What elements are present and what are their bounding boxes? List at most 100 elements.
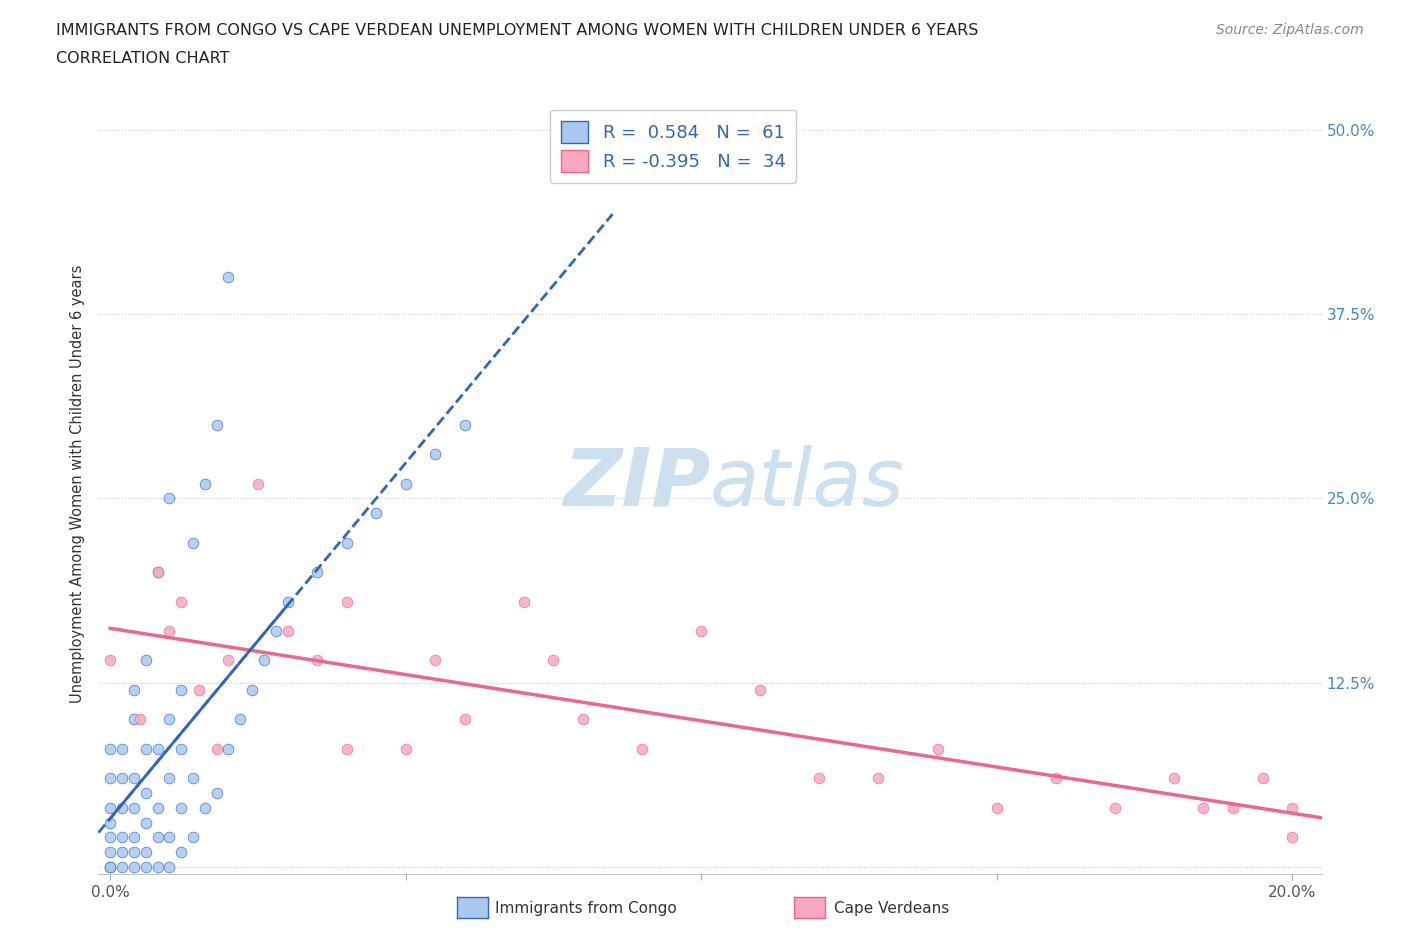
Point	[122, 801, 145, 816]
Point	[246, 476, 269, 491]
Point	[631, 741, 654, 756]
Point	[307, 565, 329, 579]
Point	[98, 830, 121, 844]
Text: Source: ZipAtlas.com: Source: ZipAtlas.com	[1216, 23, 1364, 37]
Point	[135, 741, 157, 756]
Point	[146, 830, 169, 844]
Legend: R =  0.584   N =  61, R = -0.395   N =  34: R = 0.584 N = 61, R = -0.395 N = 34	[550, 110, 796, 183]
Point	[425, 446, 447, 461]
Point	[157, 623, 180, 638]
Point	[170, 594, 193, 609]
Point	[572, 712, 595, 727]
Point	[181, 771, 204, 786]
Point	[170, 683, 193, 698]
Point	[98, 771, 121, 786]
Point	[1192, 801, 1215, 816]
Point	[205, 786, 228, 801]
Point	[170, 844, 193, 859]
Point	[543, 653, 565, 668]
Text: Cape Verdeans: Cape Verdeans	[834, 901, 949, 916]
Point	[1281, 801, 1303, 816]
Point	[454, 712, 477, 727]
Point	[513, 594, 536, 609]
Point	[135, 844, 157, 859]
Point	[194, 801, 217, 816]
Point	[276, 623, 298, 638]
Point	[395, 741, 418, 756]
Point	[98, 741, 121, 756]
Point	[157, 491, 180, 506]
Point	[122, 830, 145, 844]
Point	[146, 565, 169, 579]
Point	[366, 506, 388, 521]
Point	[146, 741, 169, 756]
Point	[181, 830, 204, 844]
Point	[454, 418, 477, 432]
Point	[425, 653, 447, 668]
Point	[240, 683, 263, 698]
Point	[205, 741, 228, 756]
Point	[229, 712, 252, 727]
Point	[1251, 771, 1274, 786]
Point	[135, 786, 157, 801]
Point	[122, 844, 145, 859]
Point	[307, 653, 329, 668]
Point	[395, 476, 418, 491]
Point	[157, 830, 180, 844]
Point	[217, 653, 239, 668]
Point	[690, 623, 713, 638]
Point	[111, 801, 134, 816]
Point	[336, 594, 359, 609]
Point	[749, 683, 772, 698]
Point	[157, 712, 180, 727]
Point	[122, 683, 145, 698]
Point	[986, 801, 1008, 816]
Point	[146, 565, 169, 579]
Point	[146, 801, 169, 816]
Point	[868, 771, 890, 786]
Point	[146, 859, 169, 874]
Point	[1222, 801, 1244, 816]
Point	[135, 859, 157, 874]
Point	[336, 535, 359, 550]
Point	[111, 844, 134, 859]
Point	[111, 859, 134, 874]
Y-axis label: Unemployment Among Women with Children Under 6 years: Unemployment Among Women with Children U…	[70, 264, 86, 703]
Point	[135, 653, 157, 668]
Point	[128, 712, 150, 727]
Text: Immigrants from Congo: Immigrants from Congo	[495, 901, 676, 916]
Point	[122, 771, 145, 786]
Point	[181, 535, 204, 550]
Point	[98, 653, 121, 668]
Point	[98, 859, 121, 874]
Point	[1104, 801, 1126, 816]
Point	[808, 771, 831, 786]
Point	[157, 859, 180, 874]
Point	[111, 830, 134, 844]
Point	[927, 741, 949, 756]
Point	[187, 683, 209, 698]
Point	[122, 712, 145, 727]
Point	[122, 859, 145, 874]
Point	[98, 816, 121, 830]
Point	[111, 741, 134, 756]
Point	[98, 844, 121, 859]
Point	[1163, 771, 1185, 786]
Point	[217, 741, 239, 756]
Point	[170, 801, 193, 816]
Point	[111, 771, 134, 786]
Point	[253, 653, 276, 668]
Point	[135, 816, 157, 830]
Point	[276, 594, 298, 609]
Point	[98, 859, 121, 874]
Point	[194, 476, 217, 491]
Point	[170, 741, 193, 756]
Point	[217, 270, 239, 285]
Point	[1281, 830, 1303, 844]
Text: ZIP: ZIP	[562, 445, 710, 523]
Point	[157, 771, 180, 786]
Point	[1045, 771, 1067, 786]
Point	[264, 623, 287, 638]
Text: CORRELATION CHART: CORRELATION CHART	[56, 51, 229, 66]
Point	[98, 801, 121, 816]
